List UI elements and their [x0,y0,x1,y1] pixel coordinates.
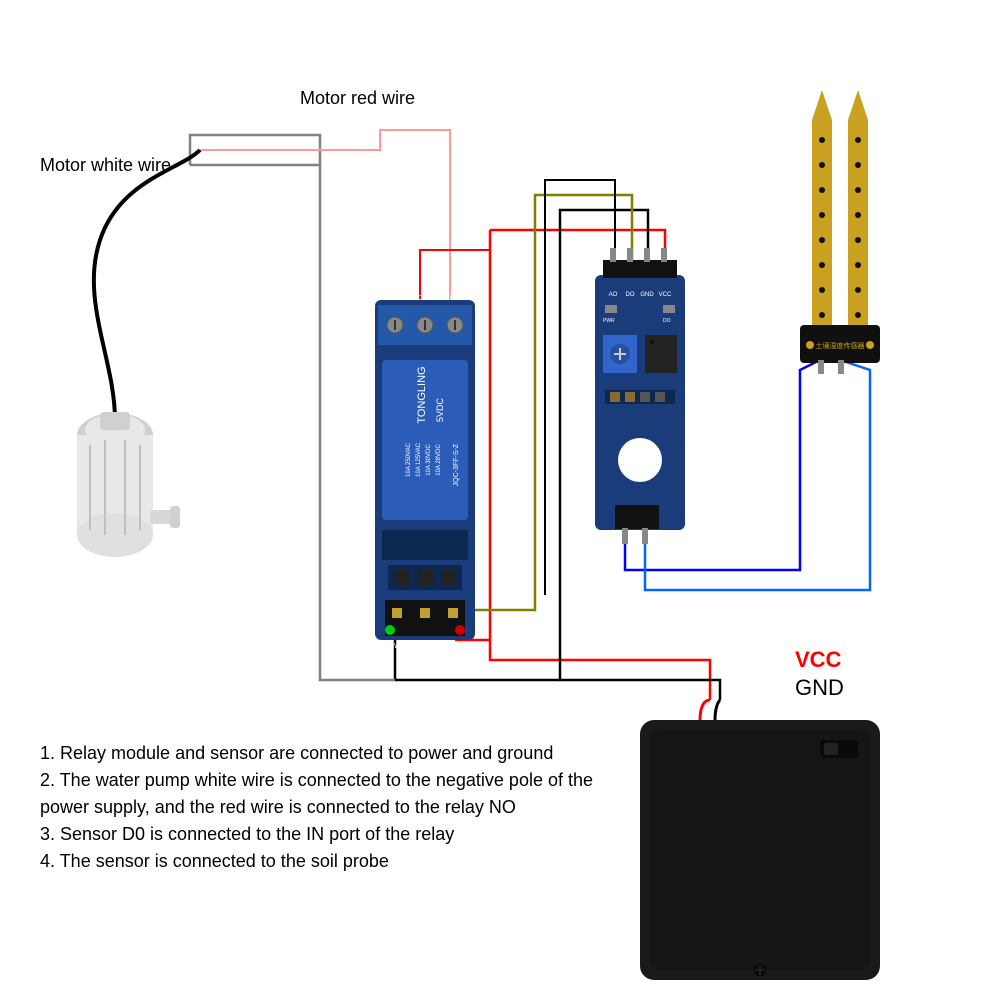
instructions-block: 1. Relay module and sensor are connected… [40,740,600,875]
svg-text:10A 28VDC: 10A 28VDC [436,444,442,476]
svg-text:DO: DO [663,318,671,324]
sensor-ic [645,335,677,373]
svg-text:TONGLING: TONGLING [416,366,428,423]
svg-text:PWR: PWR [603,318,615,324]
label-vcc: VCC [795,647,841,673]
sensor-led-do [663,305,675,313]
label-gnd: GND [795,675,844,701]
wire-motor-white [190,165,395,680]
wire-pump-cable [94,150,200,420]
label-motor-red: Motor red wire [300,88,415,109]
svg-text:NC: NC [390,295,400,302]
svg-text:AO: AO [609,292,618,298]
svg-text:10A 30VDC: 10A 30VDC [426,444,432,476]
svg-text:10A 250VAC: 10A 250VAC [406,442,412,477]
svg-text:IN: IN [422,643,429,650]
battery-box [640,700,880,980]
svg-text:DO: DO [626,292,635,298]
label-motor-white: Motor white wire [40,155,171,176]
relay-led-power [385,625,395,635]
svg-text:PWR: PWR [447,643,463,650]
relay-module: NC COM NO TONGLING 5VDC 10A 250VAC 10A 1… [375,295,475,650]
relay-led-status [455,625,465,635]
svg-text:土壤湿度传感器: 土壤湿度传感器 [816,341,865,350]
svg-text:GND: GND [640,292,654,298]
instruction-2: 2. The water pump white wire is connecte… [40,767,600,821]
sensor-led-pwr [605,305,617,313]
svg-text:COM: COM [417,295,434,302]
water-pump [77,412,180,557]
svg-text:VCC: VCC [659,292,672,298]
instruction-1: 1. Relay module and sensor are connected… [40,740,600,767]
svg-text:NO: NO [450,295,461,302]
svg-text:SW: SW [389,643,401,650]
svg-text:5VDC: 5VDC [435,398,445,423]
sensor-module: AO DO GND VCC PWR DO [595,248,685,544]
soil-probe: 土壤湿度传感器 [800,90,880,374]
wire-motor-red [200,130,450,305]
svg-text:JQC-3FF-S-Z: JQC-3FF-S-Z [453,443,460,486]
instruction-3: 3. Sensor D0 is connected to the IN port… [40,821,600,848]
svg-text:10A 125VAC: 10A 125VAC [416,442,422,477]
instruction-4: 4. The sensor is connected to the soil p… [40,848,600,875]
